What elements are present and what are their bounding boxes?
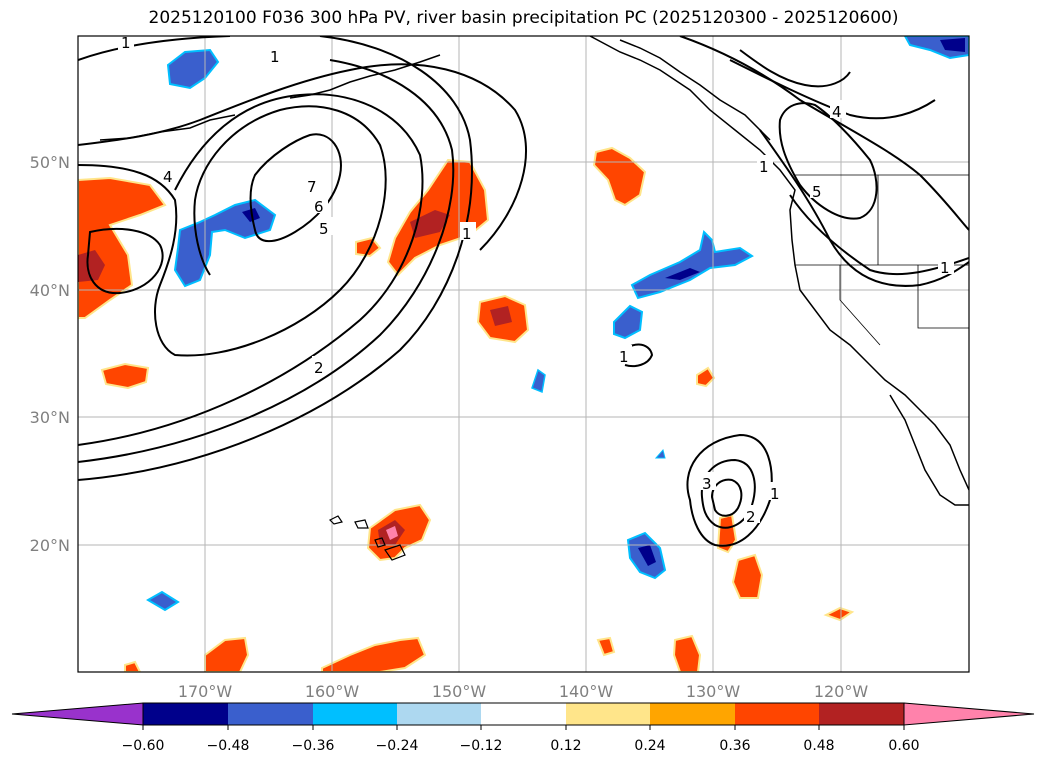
contour-label: 1 <box>619 348 629 366</box>
lon-label-160w: 160°W <box>305 682 360 701</box>
positive-anomaly-peak <box>386 526 398 540</box>
positive-anomaly <box>355 236 382 258</box>
precip-anomaly-layer <box>78 36 969 672</box>
contour-label: 4 <box>163 168 173 186</box>
colorbar-bin <box>735 703 819 725</box>
colorbar-tick: −0.48 <box>207 738 250 754</box>
positive-anomaly <box>124 660 142 672</box>
latitude-labels: 50°N 40°N 30°N 20°N <box>30 153 70 555</box>
negative-anomaly-core <box>665 268 700 280</box>
negative-anomaly <box>146 590 180 612</box>
colorbar-bin <box>313 703 397 725</box>
contour-label: 3 <box>702 475 712 493</box>
contour-label: 1 <box>462 225 472 243</box>
lat-label-30n: 30°N <box>30 408 70 427</box>
colorbar-tick: −0.12 <box>460 738 503 754</box>
contour-label: 5 <box>319 220 329 238</box>
colorbar-bin <box>397 703 481 725</box>
pv-contours <box>78 36 969 547</box>
contour-label: 2 <box>314 359 324 377</box>
graticule <box>78 36 969 672</box>
colorbar-bin <box>228 703 313 725</box>
positive-anomaly-core <box>410 210 450 238</box>
colorbar <box>11 702 1035 730</box>
colorbar-tick: 0.36 <box>719 738 750 754</box>
contour-label: 1 <box>270 48 280 66</box>
map-border <box>77 35 970 673</box>
negative-anomaly-core <box>940 38 965 52</box>
contour-label: 2 <box>746 508 756 526</box>
colorbar-bin <box>143 703 228 725</box>
contour-label: 1 <box>121 34 131 52</box>
negative-anomaly <box>630 230 754 300</box>
negative-anomaly <box>531 368 546 394</box>
lon-label-170w: 170°W <box>178 682 233 701</box>
longitude-labels: 170°W 160°W 150°W 140°W 130°W 120°W <box>178 682 869 701</box>
colorbar-tick: −0.24 <box>376 738 419 754</box>
positive-anomaly <box>78 176 167 319</box>
contour-label: 6 <box>314 198 324 216</box>
colorbar-tick: 0.48 <box>803 738 834 754</box>
lon-label-130w: 130°W <box>686 682 741 701</box>
positive-anomaly <box>731 553 764 599</box>
positive-anomaly <box>823 606 855 622</box>
colorbar-tick: −0.36 <box>292 738 335 754</box>
colorbar-bin <box>819 703 904 725</box>
negative-anomaly-core <box>638 545 656 566</box>
colorbar-tick: 0.24 <box>634 738 665 754</box>
colorbar-over-arrow <box>903 702 1035 726</box>
hawaii-islands <box>328 515 406 561</box>
contour-labels: 1 1 4 7 6 5 2 1 1 1 4 5 1 3 <box>118 34 954 526</box>
negative-anomaly <box>654 448 666 459</box>
colorbar-tick: −0.60 <box>122 738 165 754</box>
positive-anomaly-core <box>78 250 105 282</box>
colorbar-under-arrow <box>11 702 144 726</box>
colorbar-bin <box>566 703 650 725</box>
colorbar-bin <box>481 703 566 725</box>
lon-label-150w: 150°W <box>432 682 487 701</box>
positive-anomaly <box>696 366 716 388</box>
contour-label: 5 <box>812 183 822 201</box>
contour-label: 1 <box>940 259 950 277</box>
contour-label: 1 <box>770 485 780 503</box>
positive-anomaly <box>204 636 250 672</box>
negative-anomaly <box>613 304 644 340</box>
lon-label-140w: 140°W <box>559 682 614 701</box>
contour-label: 4 <box>832 103 842 121</box>
positive-anomaly <box>321 636 427 672</box>
lat-label-40n: 40°N <box>30 281 70 300</box>
lat-label-50n: 50°N <box>30 153 70 172</box>
colorbar-tick: 0.60 <box>888 738 919 754</box>
map-title: 2025120100 F036 300 hPa PV, river basin … <box>148 8 899 28</box>
positive-anomaly <box>100 362 150 390</box>
contour-label: 1 <box>759 158 769 176</box>
contour-label: 7 <box>307 178 317 196</box>
positive-anomaly-core <box>490 306 512 326</box>
colorbar-tick: 0.12 <box>550 738 581 754</box>
colorbar-tick-labels: −0.60 −0.48 −0.36 −0.24 −0.12 0.12 0.24 … <box>122 738 920 754</box>
positive-anomaly <box>596 636 616 657</box>
colorbar-bin <box>650 703 735 725</box>
lat-label-20n: 20°N <box>30 536 70 555</box>
lon-label-120w: 120°W <box>814 682 869 701</box>
positive-anomaly <box>672 634 702 672</box>
